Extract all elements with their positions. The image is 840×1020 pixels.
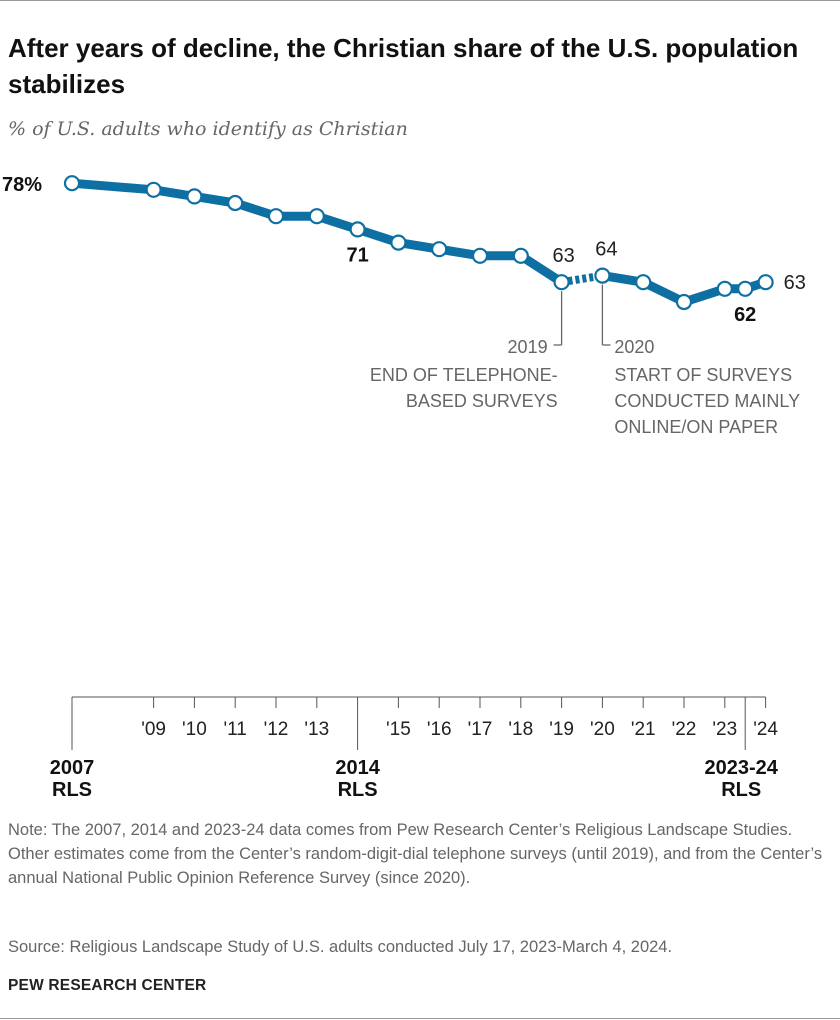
data-label: 63 [784, 272, 806, 294]
x-tick-label: '24 [753, 719, 778, 740]
annotation-text: BASED SURVEYS [406, 391, 558, 411]
data-point [635, 274, 652, 291]
x-tick-label: '09 [141, 719, 166, 740]
x-tick-label: '13 [304, 719, 329, 740]
bottom-rule [0, 1018, 840, 1019]
data-point [553, 274, 570, 291]
series-line-segment [71, 178, 154, 195]
data-point [512, 247, 529, 264]
data-point [471, 247, 489, 264]
chart-title: After years of decline, the Christian sh… [8, 33, 799, 99]
x-tick-label: '19 [549, 719, 574, 740]
data-point [227, 194, 244, 212]
x-major-label: RLS [52, 779, 92, 801]
x-tick-label: '20 [590, 719, 615, 740]
data-point [349, 221, 366, 238]
x-tick-label: '18 [508, 719, 533, 740]
pew-logo-text: PEW RESEARCH CENTER [8, 977, 207, 994]
x-tick-label: '17 [468, 719, 493, 740]
x-tick-label: '15 [386, 719, 411, 740]
chart-subtitle: % of U.S. adults who identify as Christi… [8, 118, 408, 140]
chart-source: Source: Religious Landscape Study of U.S… [8, 938, 673, 956]
annotation-year: 2020 [614, 337, 654, 357]
data-label: 62 [734, 304, 756, 326]
data-point [431, 241, 448, 258]
data-point [716, 280, 733, 297]
data-point [757, 274, 774, 291]
x-tick-label: '10 [182, 719, 207, 740]
data-label: 64 [595, 239, 617, 261]
annotation-text: CONDUCTED MAINLY [614, 391, 800, 411]
data-point [267, 208, 285, 225]
data-point [308, 208, 325, 225]
x-major-label: 2014 [335, 757, 380, 779]
data-point [594, 267, 611, 284]
x-tick-label: '22 [672, 719, 697, 740]
x-major-label: 2007 [50, 757, 95, 779]
data-label: 63 [552, 245, 574, 267]
data-point [390, 234, 407, 251]
chart-note: Note: The 2007, 2014 and 2023-24 data co… [8, 821, 823, 887]
top-rule [0, 0, 840, 1]
x-tick-label: '12 [264, 719, 289, 740]
x-major-label: RLS [721, 779, 761, 801]
data-point [63, 175, 81, 192]
data-label: 78% [2, 174, 42, 196]
data-point [145, 181, 162, 198]
x-major-label: RLS [338, 779, 378, 801]
data-label: 71 [346, 244, 368, 266]
data-point [675, 293, 693, 311]
data-point [186, 188, 203, 205]
x-tick-label: '11 [224, 719, 247, 740]
x-major-label: 2023-24 [704, 757, 778, 779]
annotation-text: ONLINE/ON PAPER [614, 417, 778, 437]
x-tick-label: '23 [712, 719, 737, 740]
x-tick-label: '21 [631, 719, 656, 740]
annotation-text: START OF SURVEYS [614, 365, 792, 385]
x-tick-label: '16 [427, 719, 452, 740]
annotation-text: END OF TELEPHONE- [370, 365, 558, 385]
annotation-year: 2019 [508, 337, 548, 357]
data-point [737, 280, 754, 297]
